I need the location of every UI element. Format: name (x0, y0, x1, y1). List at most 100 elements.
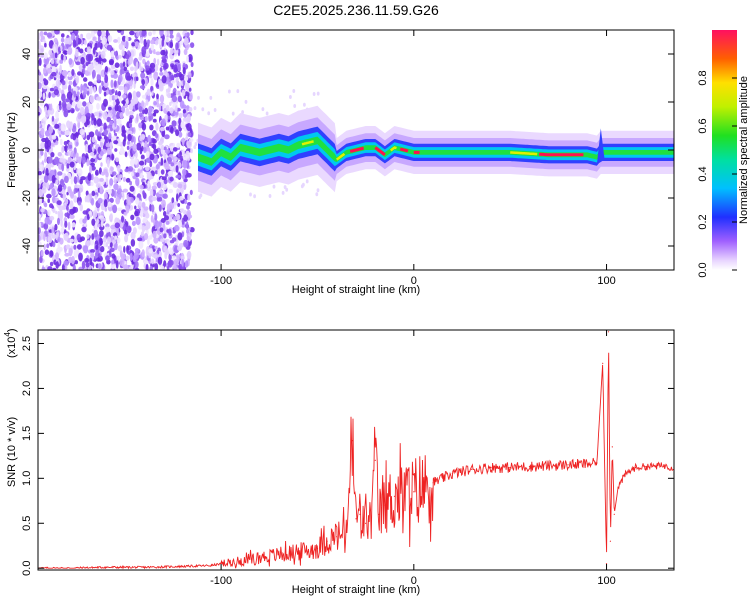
noise-speck (228, 89, 231, 94)
noise-speck (92, 37, 96, 41)
noise-speck (56, 200, 62, 206)
noise-speck (71, 222, 76, 228)
noise-speck (75, 141, 79, 146)
snr-point (471, 468, 473, 470)
noise-speck (119, 174, 123, 179)
noise-speck (100, 162, 103, 167)
noise-speck (72, 39, 77, 48)
noise-speck (99, 185, 103, 194)
noise-speck (129, 30, 135, 36)
snr-point (644, 466, 646, 468)
noise-speck (49, 250, 54, 257)
noise-speck (144, 115, 148, 122)
noise-speck (69, 161, 75, 168)
noise-speck (77, 120, 81, 129)
ridge-hot-segment-1 (374, 146, 386, 157)
noise-speck (77, 71, 82, 76)
noise-speck (74, 30, 79, 35)
noise-speck (135, 177, 140, 187)
noise-speck (142, 217, 148, 223)
noise-speck (129, 180, 133, 186)
noise-speck (71, 101, 76, 107)
noise-speck (100, 138, 105, 143)
noise-speck (95, 244, 99, 250)
noise-speck (147, 134, 151, 143)
noise-speck (130, 231, 136, 240)
noise-speck (88, 131, 95, 138)
snr-point (326, 540, 328, 542)
noise-speck (55, 261, 59, 269)
noise-speck (66, 120, 71, 129)
noise-speck (293, 104, 297, 108)
noise-speck (155, 164, 160, 170)
noise-speck (188, 107, 193, 112)
noise-speck (77, 168, 83, 177)
noise-speck (158, 220, 162, 228)
snr-point (374, 459, 376, 461)
noise-speck (135, 197, 140, 205)
noise-speck (169, 34, 174, 39)
noise-speck (131, 73, 136, 78)
snr-axes: -100 0 100 0.0 0.5 1.0 1.5 2.0 2.5 (21, 330, 674, 587)
noise-speck (38, 161, 41, 169)
noise-speck (124, 151, 128, 158)
noise-speck (115, 196, 121, 205)
noise-speck (90, 181, 94, 187)
noise-speck (166, 248, 169, 255)
noise-speck (43, 174, 49, 183)
noise-speck (74, 184, 81, 189)
x-tick-label: -100 (210, 575, 232, 587)
noise-speck (172, 182, 179, 188)
noise-speck (95, 183, 101, 189)
noise-speck (149, 265, 153, 270)
noise-speck (185, 221, 189, 230)
noise-speck (125, 107, 130, 117)
noise-speck (117, 90, 122, 97)
noise-speck (51, 188, 56, 197)
noise-speck (108, 132, 112, 140)
noise-speck (145, 51, 150, 57)
noise-speck (55, 252, 59, 260)
noise-speck (109, 197, 114, 203)
noise-speck (79, 128, 85, 135)
noise-speck (99, 238, 103, 246)
noise-speck (131, 220, 136, 227)
noise-speck (38, 183, 41, 189)
y-tick-label: 40 (21, 48, 33, 60)
noise-speck (81, 260, 86, 270)
noise-speck (55, 79, 61, 88)
noise-speck (166, 203, 171, 212)
noise-speck (71, 69, 75, 76)
noise-speck (136, 113, 139, 123)
noise-speck (97, 67, 101, 75)
noise-speck (95, 96, 101, 101)
noise-speck (157, 181, 162, 189)
noise-speck (104, 66, 109, 73)
noise-speck (114, 119, 117, 127)
noise-speck (38, 227, 41, 235)
snr-point (345, 531, 347, 533)
noise-speck (118, 43, 123, 50)
noise-speck (186, 250, 192, 259)
noise-speck (84, 266, 88, 270)
noise-speck (184, 260, 189, 268)
noise-speck (132, 126, 136, 135)
snr-point (403, 493, 405, 496)
noise-speck (128, 266, 131, 270)
noise-speck (119, 258, 125, 267)
noise-speck (123, 211, 127, 216)
noise-speck (96, 218, 100, 224)
snr-point (355, 518, 357, 520)
noise-speck (49, 182, 53, 190)
noise-speck (157, 256, 163, 265)
noise-speck (154, 213, 158, 221)
noise-speck (122, 176, 126, 182)
noise-speck (141, 122, 147, 131)
noise-speck (80, 85, 86, 91)
noise-speck (122, 61, 126, 67)
noise-speck (64, 220, 68, 228)
noise-speck (45, 167, 49, 177)
noise-speck (67, 71, 72, 78)
noise-speck (80, 176, 86, 181)
ridge-warm-segment-2 (389, 146, 397, 152)
